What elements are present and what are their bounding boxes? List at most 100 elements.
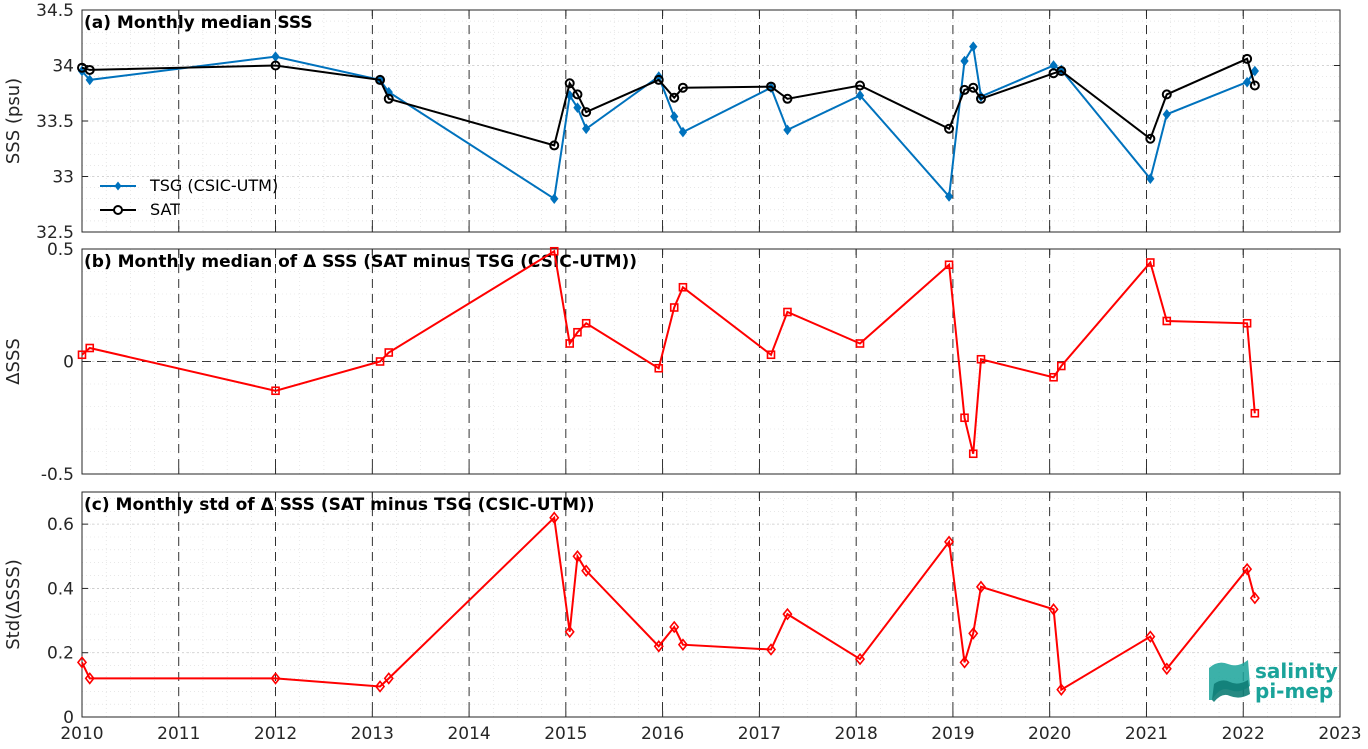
data-point	[1161, 89, 1172, 100]
data-point	[572, 89, 583, 100]
data-point	[1250, 408, 1260, 418]
x-tick-label: 2018	[835, 724, 878, 744]
series-line	[81, 249, 1256, 455]
data-point	[270, 672, 281, 685]
x-tick-label: 2022	[1222, 724, 1265, 744]
data-point	[383, 93, 394, 104]
legend: TSG (CSIC-UTM) SAT	[100, 176, 278, 219]
data-point	[783, 124, 792, 136]
data-point	[677, 638, 688, 651]
data-point	[384, 348, 394, 357]
data-point	[855, 80, 866, 91]
x-tick-label: 2013	[351, 724, 394, 744]
y-axis-label: ΔSSS	[3, 338, 24, 385]
data-point	[670, 111, 679, 122]
data-point	[1056, 66, 1067, 77]
x-tick-label: 2010	[60, 724, 103, 744]
series-1	[76, 511, 1260, 696]
data-point	[564, 625, 575, 639]
data-point	[782, 93, 793, 104]
data-point	[960, 413, 969, 423]
data-point	[669, 92, 680, 103]
data-point	[383, 672, 394, 685]
data-point	[669, 620, 680, 634]
data-point	[975, 580, 987, 594]
data-point	[549, 140, 560, 151]
data-point	[1249, 80, 1260, 91]
data-point	[765, 81, 776, 92]
y-tick-label: 0	[63, 353, 74, 373]
data-point	[564, 78, 575, 89]
logo-wave-icon-2	[1212, 680, 1250, 702]
data-point	[1146, 173, 1155, 185]
data-point	[1161, 662, 1172, 676]
chart-panels: 32.5 33 33.5 34 34.5 SSS (psu) (a) Monthly med…	[3, 1, 1362, 744]
data-point	[944, 191, 954, 202]
data-point	[1242, 562, 1253, 576]
y-tick-label: 34.5	[36, 1, 74, 21]
x-tick-label: 2011	[157, 724, 200, 744]
y-tick-label: 0.5	[47, 240, 74, 260]
data-point	[1145, 133, 1156, 144]
data-point	[76, 656, 88, 669]
x-tick-label: 2019	[931, 724, 974, 744]
panel-1: 32.5 33 33.5 34 34.5 SSS (psu) (a) Monthly med…	[3, 1, 1341, 243]
data-point	[1242, 76, 1252, 88]
data-point	[944, 260, 954, 270]
data-point	[783, 307, 792, 317]
data-point	[653, 640, 664, 653]
data-point	[1250, 65, 1259, 77]
data-point	[1056, 683, 1067, 696]
series-1	[77, 246, 1260, 459]
y-tick-label: 0.4	[47, 579, 74, 599]
series-2	[77, 53, 1260, 151]
data-point	[1049, 372, 1058, 382]
logo-line2: pi-mep	[1255, 679, 1333, 703]
data-point	[1162, 316, 1172, 326]
data-point	[855, 90, 865, 101]
x-tick-label: 2015	[544, 724, 587, 744]
y-tick-label: -0.5	[41, 465, 74, 485]
data-point	[375, 680, 386, 693]
x-tick-label: 2020	[1028, 724, 1071, 744]
x-tick-label: 2017	[738, 724, 781, 744]
data-point	[782, 607, 793, 621]
y-tick-label: 32.5	[36, 223, 74, 243]
data-point	[944, 535, 955, 549]
data-point	[968, 82, 979, 93]
y-tick-label: 33.5	[36, 112, 74, 132]
data-point	[77, 350, 87, 360]
data-point	[375, 357, 385, 366]
data-point	[976, 354, 986, 364]
y-tick-label: 33	[52, 168, 74, 188]
y-axis-label: Std(ΔSSS)	[3, 559, 24, 650]
data-point	[1242, 53, 1253, 64]
panel-2: -0.5 0 0.5 ΔSSS (b) Monthly median of Δ SSS …	[3, 240, 1341, 485]
series-line	[81, 57, 1256, 147]
y-tick-label: 34	[52, 57, 74, 77]
data-point	[375, 74, 386, 85]
data-point	[1146, 258, 1155, 267]
data-point	[573, 327, 582, 337]
panel-3: 0 0.2 0.4 0.6 2010 2011 2012 2013 2014 2015 2016 20…	[3, 491, 1362, 744]
data-point	[1048, 603, 1059, 616]
data-point	[581, 107, 592, 118]
data-point	[944, 123, 955, 134]
y-tick-label: 0.2	[47, 644, 74, 664]
data-point	[581, 318, 591, 328]
panel-title: (a) Monthly median SSS	[84, 13, 313, 33]
series-line	[81, 515, 1256, 692]
data-point	[1242, 318, 1252, 328]
data-point	[1249, 591, 1260, 605]
data-point	[85, 74, 94, 86]
x-tick-label: 2012	[254, 724, 297, 744]
data-point	[1057, 361, 1066, 371]
data-point	[271, 386, 280, 396]
legend-label: TSG (CSIC-UTM)	[149, 176, 278, 195]
x-tick-label: 2023	[1318, 724, 1361, 744]
data-point	[581, 564, 592, 578]
data-point	[654, 363, 664, 373]
data-point	[960, 55, 969, 67]
